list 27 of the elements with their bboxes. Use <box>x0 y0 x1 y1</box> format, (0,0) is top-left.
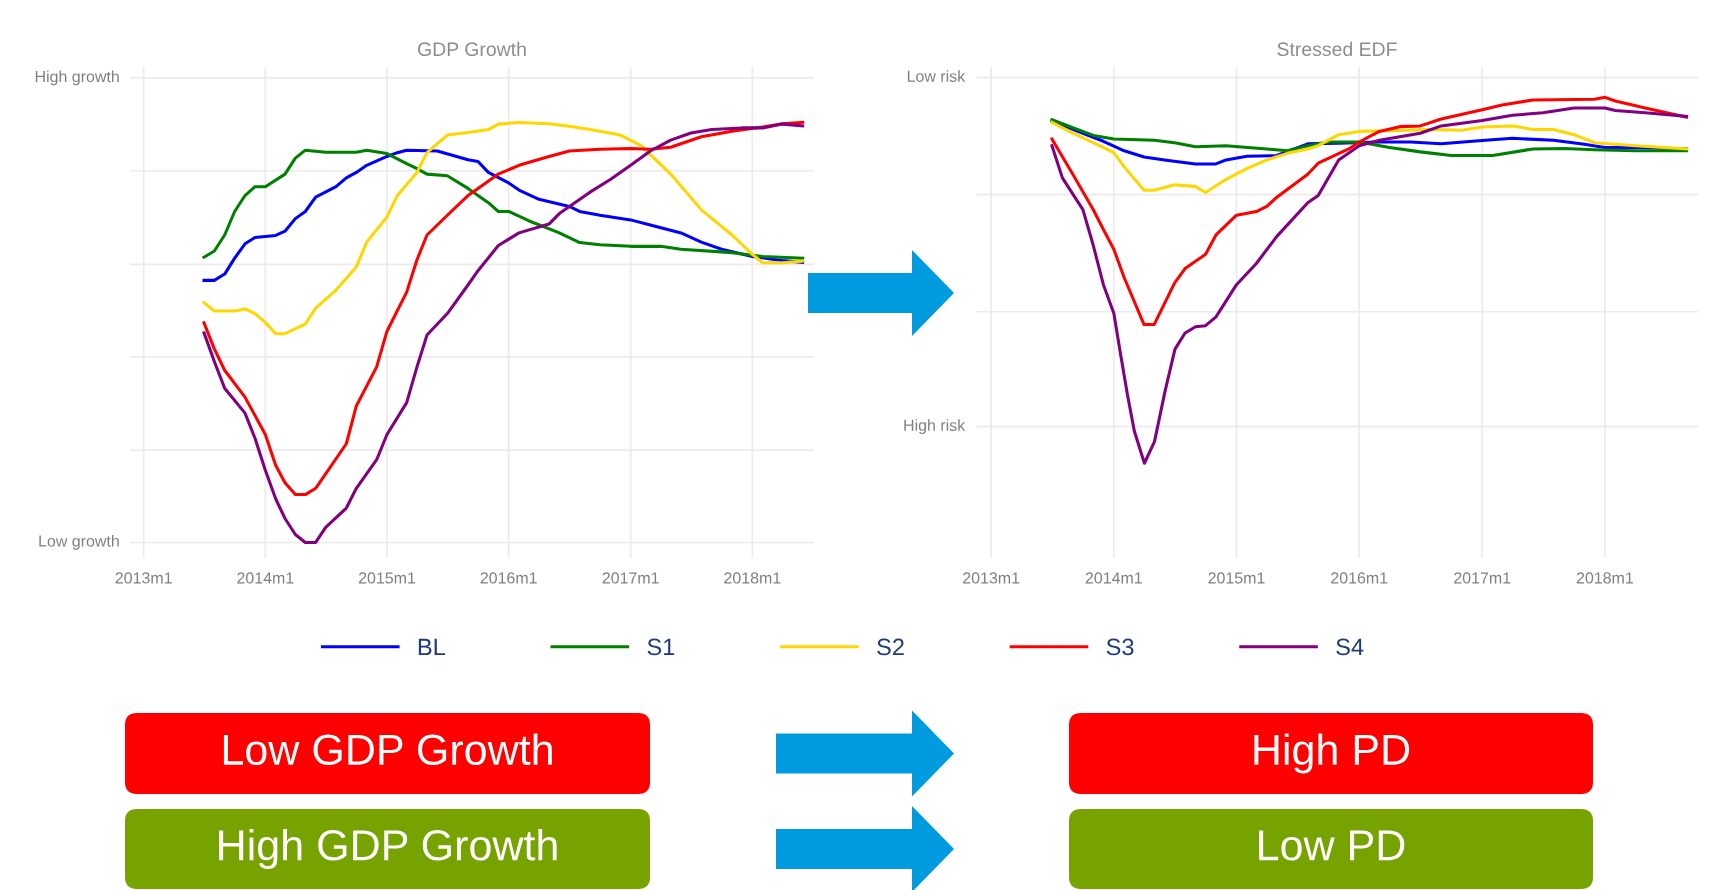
chart-title: GDP Growth <box>418 41 526 57</box>
x-tick-label: 2016m1 <box>1331 572 1388 584</box>
legend-label: S4 <box>1336 638 1364 656</box>
x-tick-label: 2016m1 <box>480 572 537 584</box>
text: Low PD <box>1259 830 1405 861</box>
ref-line-label: High risk <box>904 419 966 435</box>
legend-label: BL <box>418 638 446 656</box>
x-tick-label: 2018m1 <box>1576 572 1633 584</box>
ref-line-label: High growth <box>35 70 119 86</box>
x-tick-label: 2015m1 <box>1208 572 1265 584</box>
text: High PD <box>1254 733 1410 774</box>
ref-line-label: Low risk <box>907 70 966 82</box>
text: Low GDP Growth <box>223 733 552 766</box>
legend-label: S3 <box>1106 638 1134 656</box>
x-tick-label: 2014m1 <box>237 572 294 584</box>
chart-title: Stressed EDF <box>1277 41 1397 57</box>
x-tick-label: 2013m1 <box>963 572 1020 584</box>
x-tick-label: 2017m1 <box>1454 572 1511 584</box>
x-tick-label: 2014m1 <box>1085 572 1142 584</box>
legend-label: S2 <box>877 638 904 656</box>
x-tick-label: 2018m1 <box>724 572 781 584</box>
x-tick-label: 2015m1 <box>358 572 416 584</box>
x-tick-label: 2013m1 <box>115 572 172 584</box>
ref-line-label: Low growth <box>39 535 119 550</box>
legend-label: S1 <box>647 638 675 656</box>
x-tick-label: 2017m1 <box>602 572 659 584</box>
text: High GDP Growth <box>219 828 557 870</box>
